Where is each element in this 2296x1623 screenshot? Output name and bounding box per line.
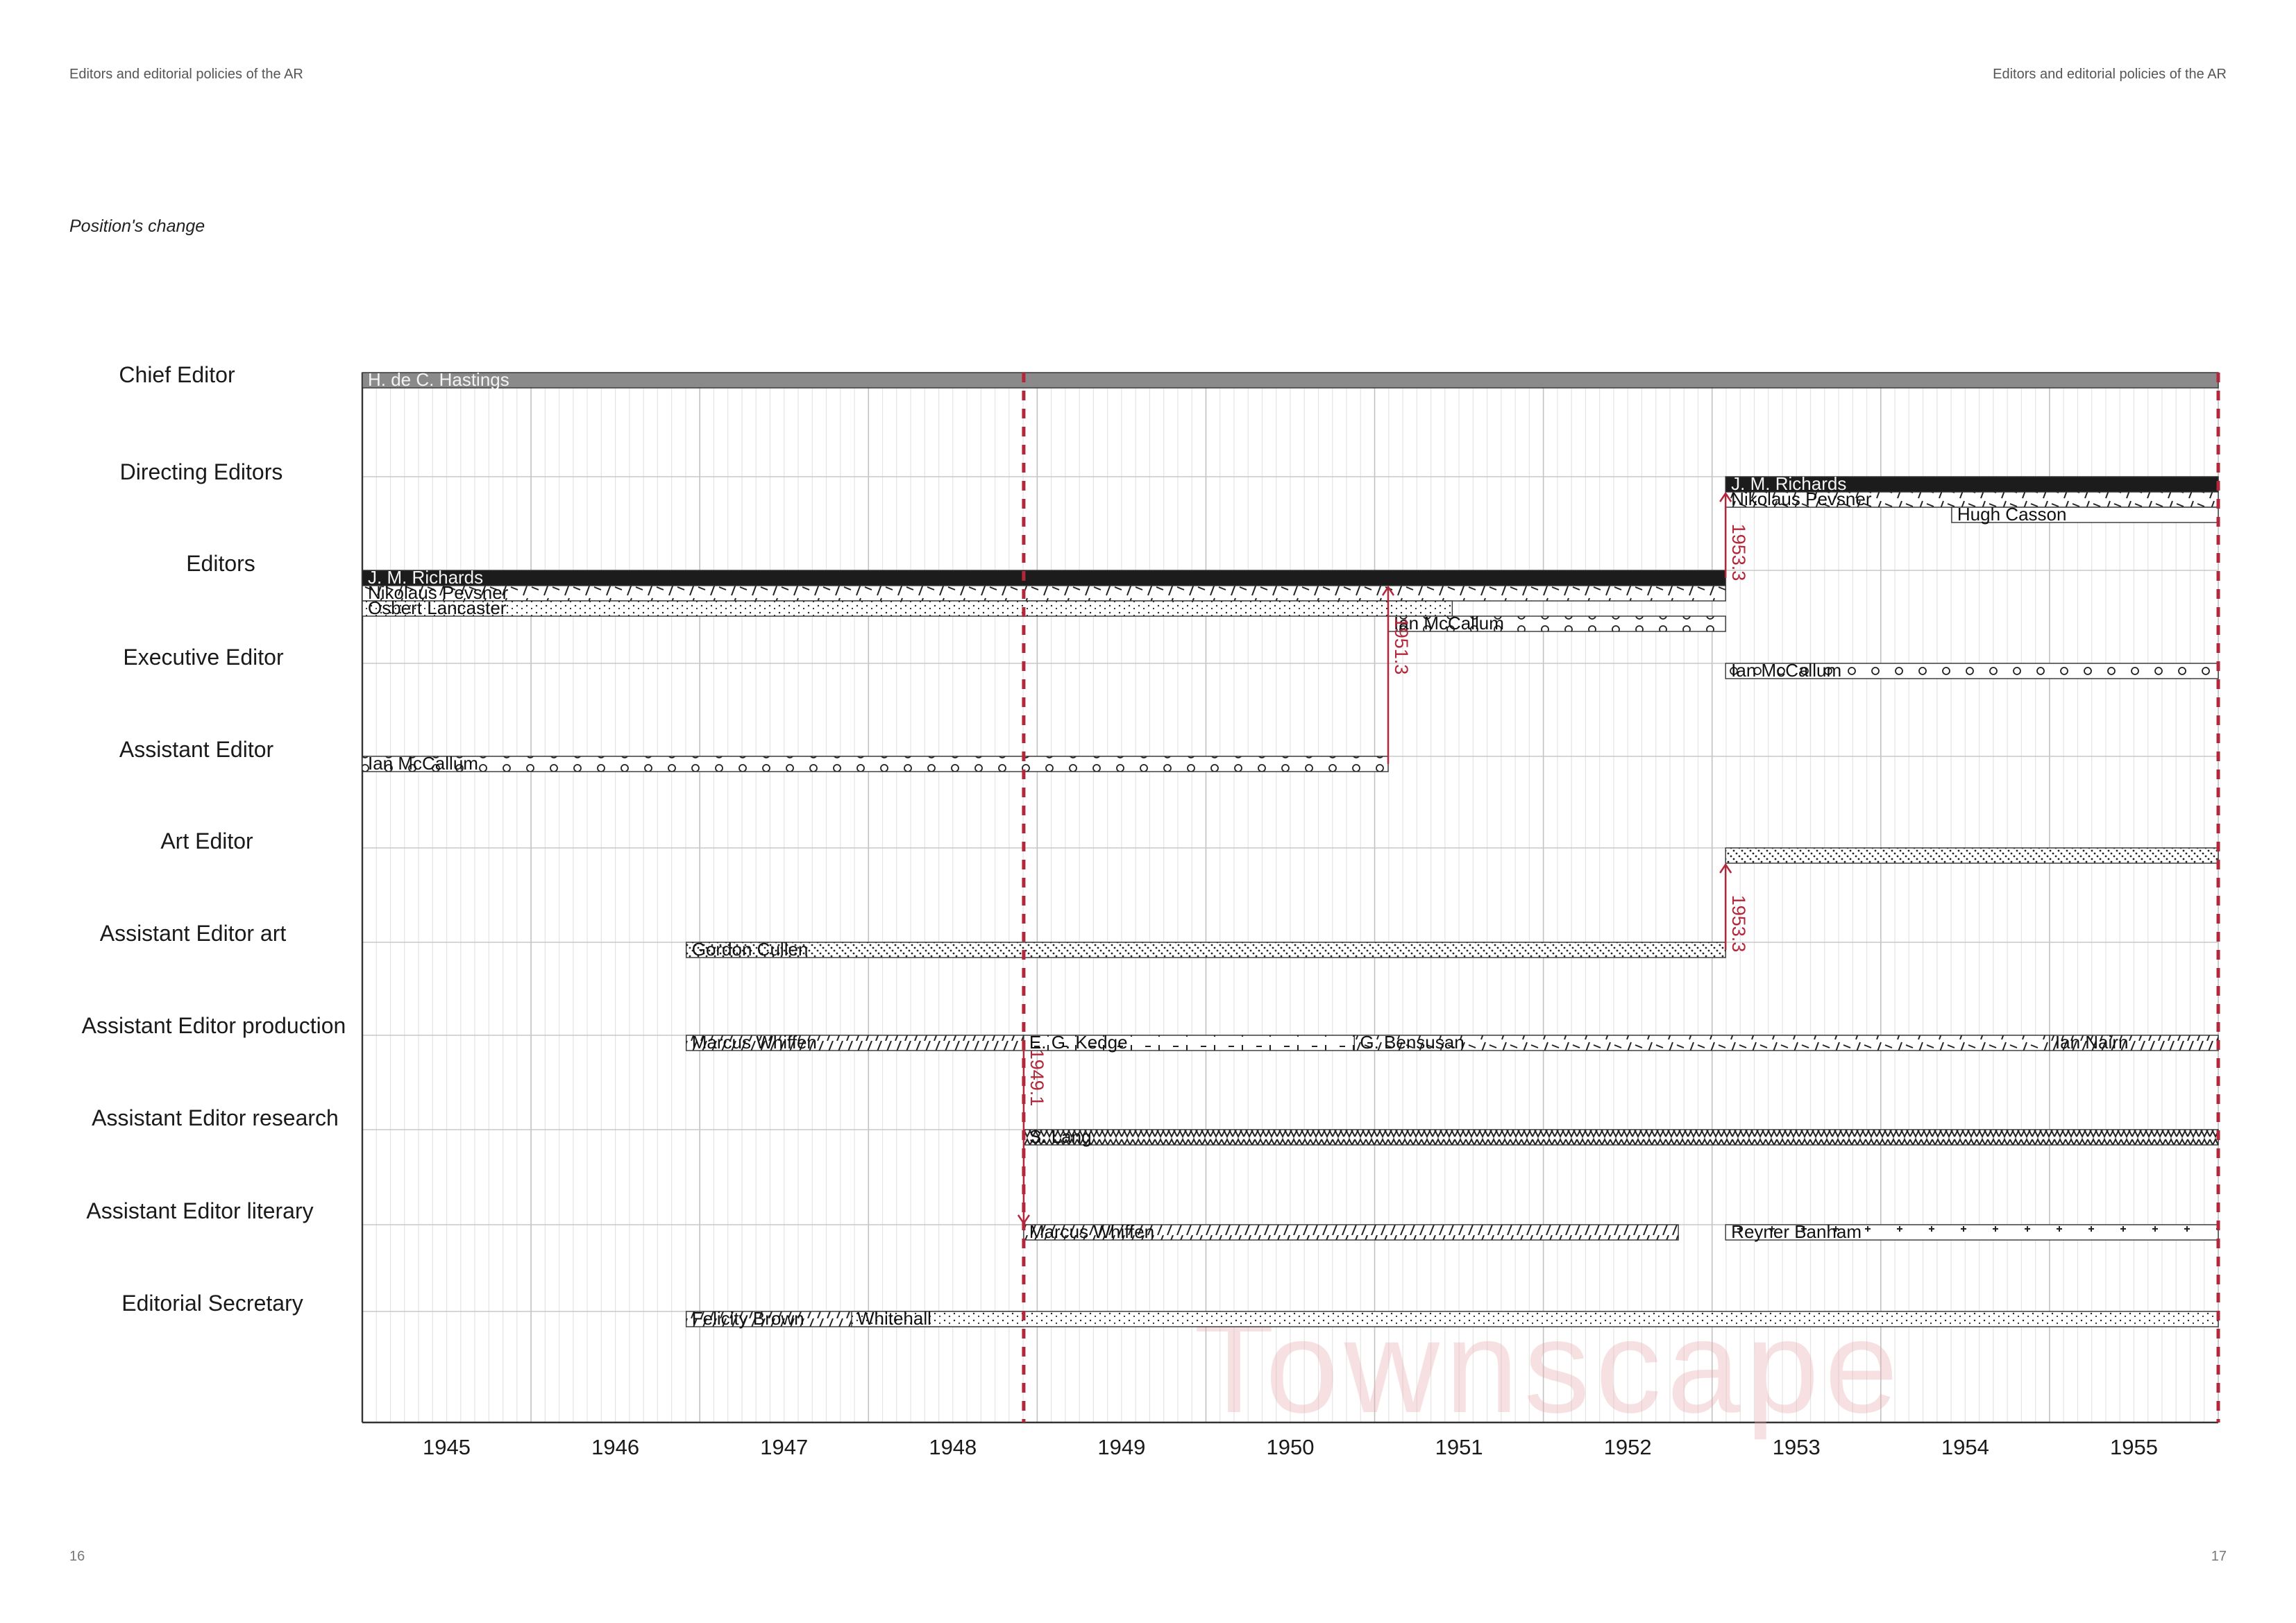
year-tick-label: 1950 xyxy=(1267,1435,1315,1459)
year-tick-label: 1951 xyxy=(1435,1435,1483,1459)
category-label: Assistant Editor literary xyxy=(86,1198,313,1223)
category-label: Chief Editor xyxy=(119,362,235,387)
bar-name-label: Marcus Whiffen xyxy=(692,1032,817,1053)
category-label: Assistant Editor research xyxy=(92,1105,339,1130)
category-label: Assistant Editor production xyxy=(82,1013,346,1038)
transition-arrowhead xyxy=(1017,1214,1030,1225)
transition-date-label: 1953.3 xyxy=(1728,524,1749,581)
category-label: Art Editor xyxy=(160,829,253,853)
timeline-bar xyxy=(362,570,1726,586)
bar-name-label: H. de C. Hastings xyxy=(368,369,509,390)
timeline-bar xyxy=(362,585,1726,602)
category-label: Editorial Secretary xyxy=(121,1291,303,1316)
year-tick-label: 1953 xyxy=(1773,1435,1821,1459)
bar-name-label: Hugh Casson xyxy=(1957,504,2067,525)
year-tick-label: 1947 xyxy=(760,1435,808,1459)
year-tick-label: 1948 xyxy=(929,1435,977,1459)
year-tick-label: 1954 xyxy=(1941,1435,1989,1459)
bar-name-label: Osbert Lancaster xyxy=(368,597,507,618)
timeline-bar xyxy=(1951,507,2219,523)
year-tick-label: 1952 xyxy=(1604,1435,1652,1459)
year-tick-label: 1955 xyxy=(2110,1435,2158,1459)
year-tick-label: 1949 xyxy=(1097,1435,1145,1459)
bar-name-label: Ian McCallum xyxy=(1394,613,1504,634)
bar-name-label: Nikolaus Pevsner xyxy=(1731,488,1872,509)
bar-name-label: Ian McCallum xyxy=(1731,660,1841,681)
bar-name-label: Marcus Whiffen xyxy=(1029,1221,1154,1242)
timeline-bar xyxy=(362,756,1389,772)
category-label: Editors xyxy=(186,551,255,576)
bar-name-label: Ian McCallum xyxy=(368,753,478,774)
chart-subtitle: Position's change xyxy=(69,216,205,236)
category-label: Assistant Editor art xyxy=(100,921,287,946)
page-number-right: 17 xyxy=(2211,1549,2227,1564)
timeline-bar xyxy=(1725,847,2219,864)
timeline-bar xyxy=(1725,1224,2219,1241)
timeline-bar xyxy=(1023,1129,2219,1146)
timeline-bar xyxy=(362,372,2219,389)
bar-name-label: S. Lang xyxy=(1029,1126,1092,1147)
timeline-bar xyxy=(1023,1224,1679,1241)
timeline-bar xyxy=(362,600,1453,617)
timeline-bar xyxy=(686,942,1726,958)
bar-name-label: J. M. Richards xyxy=(368,567,483,588)
bar-name-label: Gordon Cullen xyxy=(692,939,809,960)
category-label: Assistant Editor xyxy=(119,737,274,762)
bar-name-label: Whitehall xyxy=(857,1308,931,1329)
transition-date-label: 1949.1 xyxy=(1027,1049,1047,1107)
transition-arrowhead xyxy=(1381,585,1395,596)
year-tick-label: 1945 xyxy=(423,1435,471,1459)
bar-name-label: Ian Nairn xyxy=(2055,1032,2129,1053)
header-left-title: Editors and editorial policies of the AR xyxy=(69,67,303,82)
bar-name-label: Reyner Banham xyxy=(1731,1221,1862,1242)
bar-name-label: E. G. Kedge xyxy=(1029,1032,1128,1053)
header-right-title: Editors and editorial policies of the AR xyxy=(1993,67,2227,82)
year-tick-label: 1946 xyxy=(591,1435,639,1459)
page-number-left: 16 xyxy=(69,1549,85,1564)
transition-date-label: 1951.3 xyxy=(1391,618,1412,675)
bar-name-label: Nikolaus Pevsner xyxy=(368,582,509,603)
timeline-bar xyxy=(851,1311,2219,1327)
transition-date-label: 1953.3 xyxy=(1728,895,1749,953)
transition-arrowhead xyxy=(1719,491,1732,502)
category-label: Directing Editors xyxy=(120,459,283,484)
transition-arrowhead xyxy=(1719,863,1732,874)
bar-name-label: J. M. Richards xyxy=(1731,473,1846,494)
bar-name-label: Felicity Brown xyxy=(692,1308,804,1329)
category-label: Executive Editor xyxy=(123,645,284,670)
bar-name-label: G. Bensusan xyxy=(1360,1032,1464,1053)
